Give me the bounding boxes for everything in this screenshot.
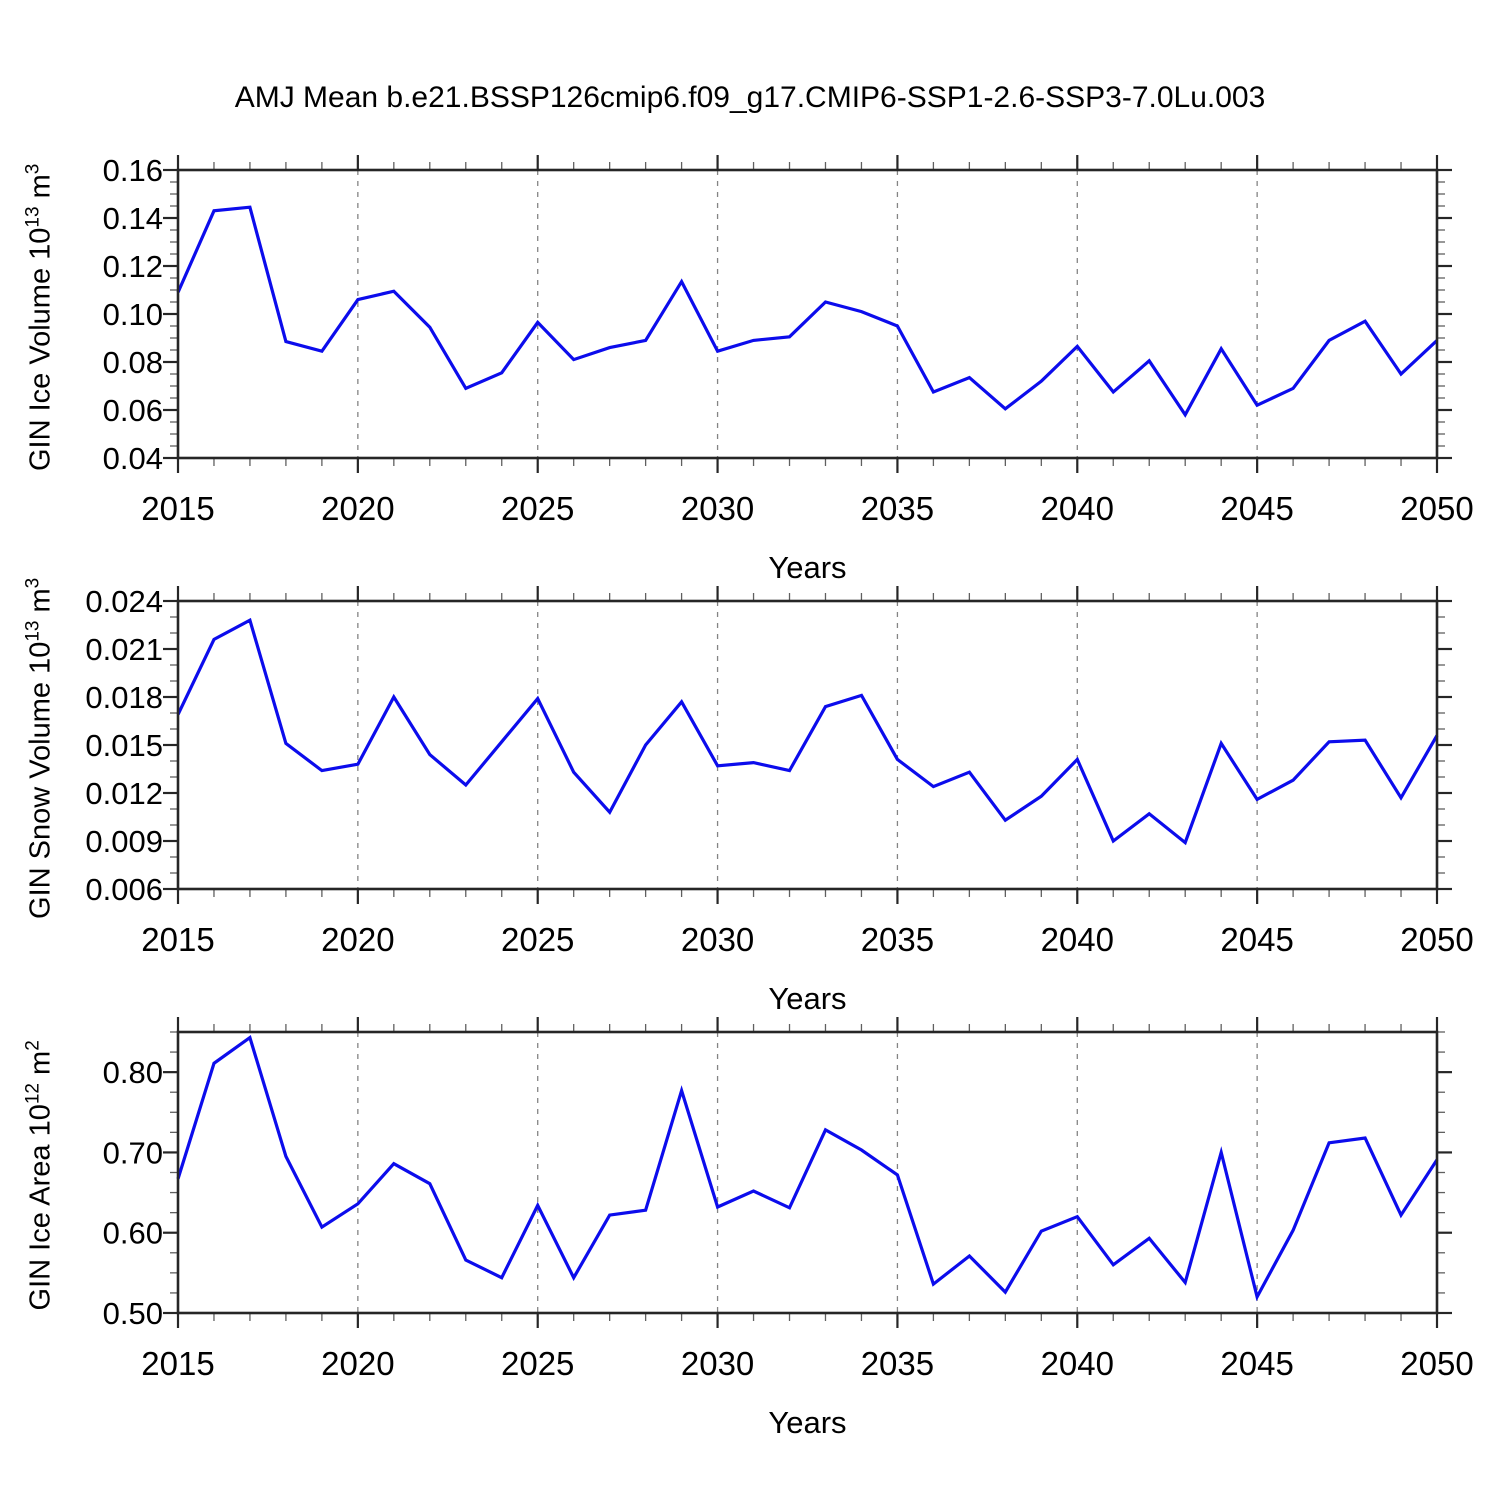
- y-tick-label: 0.10: [103, 297, 163, 332]
- y-axis-title-text: GIN Ice Area 10: [24, 1104, 57, 1311]
- x-tick-label: 2035: [861, 921, 934, 958]
- x-tick-label: 2020: [321, 1345, 394, 1382]
- x-tick-label: 2015: [141, 490, 214, 527]
- x-tick-label: 2015: [141, 1345, 214, 1382]
- exponent: 13: [22, 206, 44, 228]
- figure-title: AMJ Mean b.e21.BSSP126cmip6.f09_g17.CMIP…: [234, 81, 1266, 114]
- y-ticks: [163, 599, 1452, 891]
- gridlines: [357, 1032, 1258, 1313]
- y-tick-label: 0.009: [85, 824, 163, 859]
- x-tick-label: 2050: [1400, 1345, 1473, 1382]
- y-ticks: [163, 168, 1452, 460]
- y-tick-label: 0.006: [85, 872, 163, 907]
- gridlines: [357, 601, 1258, 889]
- x-tick-label: 2050: [1400, 921, 1473, 958]
- y-tick-label: 0.015: [85, 728, 163, 763]
- gridlines: [357, 170, 1258, 458]
- x-tick-label: 2035: [861, 490, 934, 527]
- y-tick-label: 0.024: [85, 584, 163, 619]
- x-axis-title-chart2: Years: [768, 981, 847, 1016]
- x-tick-label: 2030: [681, 490, 754, 527]
- x-tick-label: 2050: [1400, 490, 1473, 527]
- unit-exponent: 2: [22, 1040, 44, 1051]
- x-tick-label: 2035: [861, 1345, 934, 1382]
- y-tick-label: 0.16: [103, 153, 163, 188]
- chart-gin-ice-volume: 0.04 0.06 0.08 0.10 0.12 0.14 0.16 2015 2020 2025…: [103, 153, 1474, 527]
- y-tick-label: 0.06: [103, 393, 163, 428]
- plot-border: [176, 1030, 1439, 1315]
- x-tick-label: 2020: [321, 490, 394, 527]
- y-tick-label: 0.12: [103, 249, 163, 284]
- x-tick-label: 2045: [1220, 490, 1293, 527]
- unit: m: [24, 174, 57, 207]
- x-tick-label: 2015: [141, 921, 214, 958]
- exponent: 13: [22, 620, 44, 642]
- y-axis-title-text: GIN Ice Volume 10: [24, 227, 57, 471]
- x-tick-label: 2045: [1220, 921, 1293, 958]
- x-tick-label: 2040: [1041, 921, 1114, 958]
- data-line-gin-ice-volume: [176, 205, 1439, 418]
- data-line-gin-ice-area: [176, 1034, 1439, 1302]
- y-tick-label: 0.14: [103, 201, 163, 236]
- x-tick-label: 2040: [1041, 1345, 1114, 1382]
- y-tick-label: 0.60: [103, 1216, 163, 1251]
- x-tick-label: 2025: [501, 921, 574, 958]
- y-tick-label: 0.70: [103, 1135, 163, 1170]
- y-axis-title-ice-area: GIN Ice Area 1012 m2: [14, 875, 61, 1475]
- chart-gin-snow-volume: 0.006 0.009 0.012 0.015 0.018 0.021 0.024 2015 2…: [85, 584, 1473, 958]
- x-tick-label: 2030: [681, 921, 754, 958]
- x-tick-label: 2020: [321, 921, 394, 958]
- unit: m: [24, 1050, 57, 1083]
- y-tick-label: 0.50: [103, 1296, 163, 1331]
- y-tick-label: 0.08: [103, 345, 163, 380]
- x-ticks: [176, 586, 1439, 904]
- y-tick-label: 0.012: [85, 776, 163, 811]
- chart-gin-ice-area: 0.50 0.60 0.70 0.80 2015 2020 2025 2030 2035 2040…: [103, 1017, 1474, 1382]
- y-tick-label: 0.018: [85, 680, 163, 715]
- x-tick-label: 2030: [681, 1345, 754, 1382]
- unit: m: [24, 588, 57, 621]
- x-tick-label: 2045: [1220, 1345, 1293, 1382]
- exponent: 12: [22, 1083, 44, 1105]
- y-tick-label: 0.021: [85, 632, 163, 667]
- unit-exponent: 3: [22, 577, 44, 589]
- x-ticks: [176, 155, 1439, 473]
- unit-exponent: 3: [22, 163, 44, 175]
- data-line-gin-snow-volume: [176, 617, 1439, 846]
- x-axis-title-chart1: Years: [768, 550, 847, 585]
- x-ticks: [176, 1017, 1439, 1328]
- y-tick-label: 0.04: [103, 441, 163, 476]
- y-ticks: [163, 1031, 1452, 1315]
- x-tick-label: 2025: [501, 490, 574, 527]
- x-tick-label: 2025: [501, 1345, 574, 1382]
- y-tick-label: 0.80: [103, 1055, 163, 1090]
- x-axis-title-chart3: Years: [768, 1405, 847, 1440]
- plot-border: [176, 599, 1439, 891]
- x-tick-label: 2040: [1041, 490, 1114, 527]
- plot-border: [176, 168, 1439, 460]
